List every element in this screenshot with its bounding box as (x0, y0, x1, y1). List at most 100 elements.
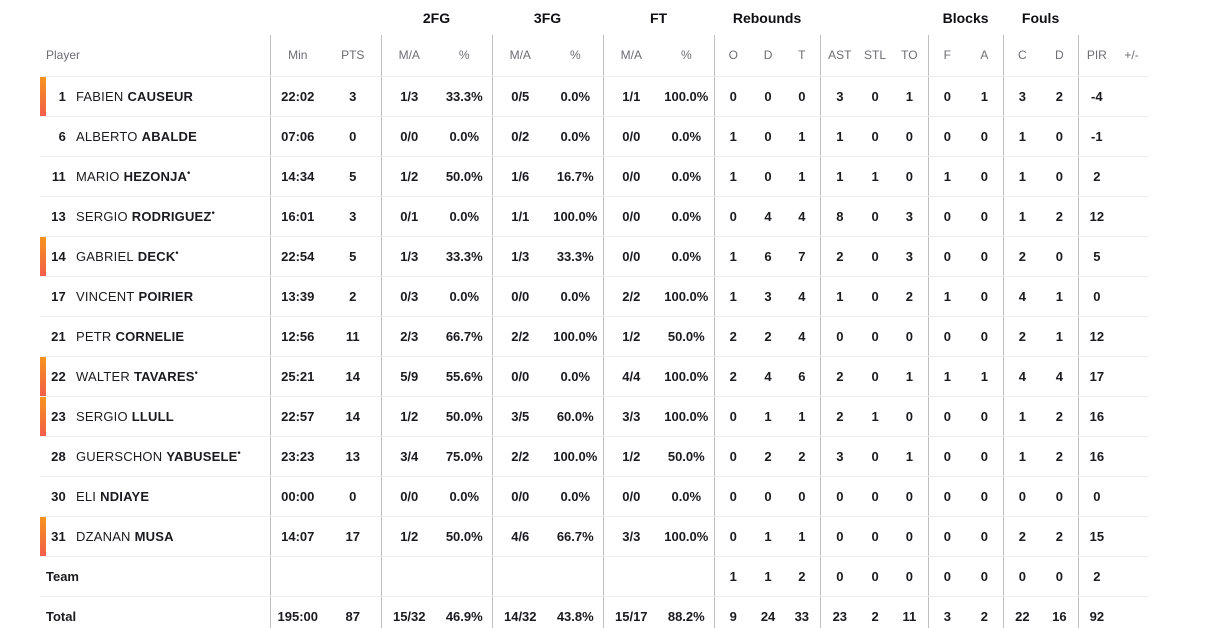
stat-ft-pct: 100.0% (659, 76, 715, 117)
stat-ft-ma: 0/0 (602, 116, 660, 157)
stat-fg3-pct: 0.0% (548, 276, 604, 317)
stat-fg3-ma: 2/2 (491, 436, 549, 477)
stat-fg2-pct: 66.7% (437, 316, 493, 357)
player-cell[interactable]: 22 WALTER TAVARES• (40, 356, 270, 397)
stat-pts: 5 (325, 156, 381, 197)
stat-foul-d: 2 (1041, 436, 1079, 477)
stat-fg3-ma: 1/6 (491, 156, 549, 197)
stat-pts: 3 (325, 76, 381, 117)
stat-min: 22:57 (269, 396, 325, 437)
player-cell[interactable]: 14 GABRIEL DECK• (40, 236, 270, 277)
stat-pts: 0 (325, 116, 381, 157)
stat-fg2-ma: 2/3 (380, 316, 437, 357)
col-header-plus-minus: +/- (1115, 35, 1149, 77)
player-cell[interactable]: 11 MARIO HEZONJA• (40, 156, 270, 197)
stat-fg3-ma: 1/1 (491, 196, 549, 237)
stat-stl: 0 (859, 436, 892, 477)
stat-fg2-ma: 1/2 (380, 396, 437, 437)
stat-pir: -4 (1077, 76, 1116, 117)
player-cell[interactable]: 31 DZANAN MUSA (40, 516, 270, 557)
starter-marker: • (194, 367, 198, 378)
stat-blk-f: 3 (927, 596, 967, 628)
stat-fg2-ma: 3/4 (380, 436, 437, 477)
stat-ast: 1 (819, 156, 860, 197)
player-row: 13 SERGIO RODRIGUEZ• 16:01 3 0/1 0.0% 1/1 100.0%… (40, 196, 1149, 237)
player-cell[interactable]: 21 PETR CORNELIE (40, 316, 270, 357)
stat-fg2-pct: 0.0% (437, 276, 493, 317)
stat-to: 0 (891, 156, 929, 197)
stat-pir: 16 (1077, 396, 1116, 437)
stat-to: 3 (891, 196, 929, 237)
stat-ft-ma: 15/17 (602, 596, 660, 628)
player-first-name: GABRIEL (76, 248, 134, 264)
player-cell[interactable]: 13 SERGIO RODRIGUEZ• (40, 196, 270, 237)
stat-blk-a: 0 (966, 476, 1004, 517)
stat-fg2-pct: 33.3% (437, 76, 493, 117)
stat-ft-ma: 0/0 (602, 476, 660, 517)
stat-reb-t: 7 (784, 236, 821, 277)
player-cell[interactable]: 6 ALBERTO ABALDE (40, 116, 270, 157)
group-header-blocks: Blocks (942, 9, 989, 26)
stat-foul-d: 0 (1041, 556, 1079, 597)
stat-reb-o: 1 (713, 156, 753, 197)
stat-stl: 0 (859, 516, 892, 557)
stat-foul-c: 22 (1002, 596, 1042, 628)
player-cell[interactable]: 28 GUERSCHON YABUSELE• (40, 436, 270, 477)
stat-ft-pct (659, 556, 715, 597)
stat-blk-a: 0 (966, 316, 1004, 357)
starter-marker: • (175, 247, 179, 258)
stat-fg3-pct: 0.0% (548, 356, 604, 397)
stat-fg2-ma (380, 556, 437, 597)
stat-ast: 2 (819, 356, 860, 397)
column-group-header-row: 2FG 3FG FT Rebounds Blocks Fouls (40, 0, 1148, 35)
stat-pir: 16 (1077, 436, 1116, 477)
stat-stl: 1 (859, 156, 892, 197)
col-header-min: Min (269, 35, 325, 77)
stat-to: 2 (891, 276, 929, 317)
stat-fg3-pct: 100.0% (548, 196, 604, 237)
stat-foul-c: 1 (1002, 396, 1042, 437)
player-cell[interactable]: 30 ELI NDIAYE (40, 476, 270, 517)
group-header-rebounds: Rebounds (732, 9, 802, 26)
jersey-number: 28 (51, 448, 66, 464)
stat-reb-d: 6 (752, 236, 785, 277)
col-header-ft-pct: % (659, 35, 715, 77)
stat-ft-pct: 0.0% (659, 156, 715, 197)
player-cell[interactable]: 17 VINCENT POIRIER (40, 276, 270, 317)
player-last-name: DECK (137, 248, 176, 264)
stat-reb-d: 0 (752, 476, 785, 517)
stat-foul-c: 3 (1002, 76, 1042, 117)
stat-pts: 14 (325, 396, 381, 437)
player-cell[interactable]: 1 FABIEN CAUSEUR (40, 76, 270, 117)
stat-pts: 3 (325, 196, 381, 237)
stat-ast: 0 (819, 316, 860, 357)
stat-ft-ma: 1/1 (602, 76, 660, 117)
stat-fg2-pct: 50.0% (437, 396, 493, 437)
stat-stl: 1 (859, 396, 892, 437)
starter-marker: • (187, 167, 191, 178)
stat-ft-pct: 100.0% (659, 516, 715, 557)
stat-reb-o: 2 (713, 316, 753, 357)
stat-fg2-ma: 1/3 (380, 76, 437, 117)
group-header-ft: FT (649, 9, 668, 26)
stat-pts (325, 556, 381, 597)
stat-stl: 0 (859, 476, 892, 517)
col-header-3fg-ma: M/A (491, 35, 549, 77)
player-last-name: CORNELIE (115, 328, 185, 344)
stat-ast: 3 (819, 436, 860, 477)
stat-plus-minus (1115, 596, 1149, 628)
stat-stl: 0 (859, 196, 892, 237)
stat-pts: 2 (325, 276, 381, 317)
stat-reb-t: 0 (784, 76, 821, 117)
stat-blk-a: 0 (966, 276, 1004, 317)
stat-ast: 23 (819, 596, 860, 628)
stat-min: 07:06 (269, 116, 325, 157)
player-row: 30 ELI NDIAYE 00:00 0 0/0 0.0% 0/0 0.0% 0/0 0.0% 0 0… (40, 476, 1149, 517)
stat-blk-a: 0 (966, 196, 1004, 237)
stat-ast: 0 (819, 476, 860, 517)
stat-to: 0 (891, 396, 929, 437)
player-row: 21 PETR CORNELIE 12:56 11 2/3 66.7% 2/2 100.0% 1/… (40, 316, 1149, 357)
player-cell[interactable]: 23 SERGIO LLULL (40, 396, 270, 437)
stat-plus-minus (1115, 556, 1149, 597)
stat-blk-a: 0 (966, 516, 1004, 557)
